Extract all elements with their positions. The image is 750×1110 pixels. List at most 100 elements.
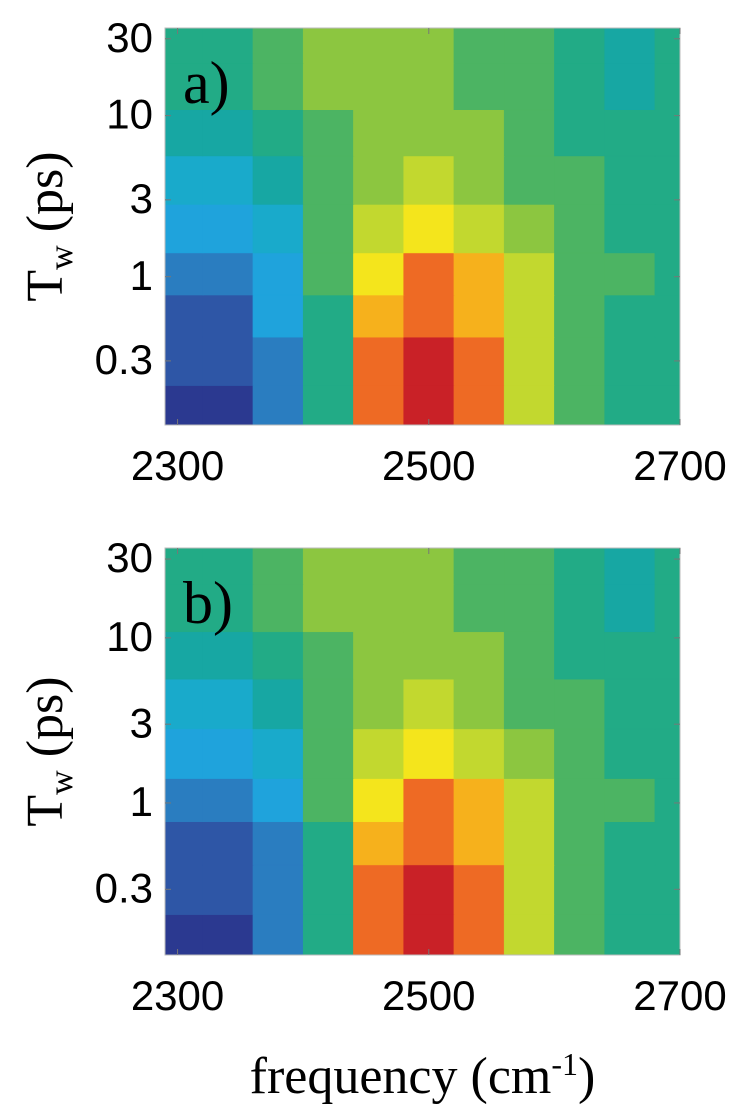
contour-cell [353, 728, 405, 779]
contour-cell [403, 336, 455, 386]
contour-cell [252, 583, 304, 633]
contour-cell [165, 728, 204, 779]
contour-cell [165, 548, 204, 585]
contour-cell [202, 864, 254, 915]
contour-cell [604, 821, 656, 866]
y-label-main: T [17, 795, 74, 827]
contour-cell [353, 336, 405, 386]
y-tick-label: 10 [106, 613, 153, 660]
contour-cell [453, 678, 505, 730]
contour-cell [554, 728, 606, 779]
contour-cell [453, 864, 505, 915]
contour-cell [554, 294, 606, 338]
y-tick-label: 3 [130, 175, 153, 222]
plot-frame [164, 27, 681, 426]
contour-cell [302, 728, 355, 779]
contour-cell [554, 777, 606, 823]
contour-cell [302, 583, 355, 633]
contour-cell [654, 155, 680, 205]
contour-cell [165, 913, 204, 955]
contour-cell [353, 109, 405, 157]
contour-cell [165, 336, 204, 386]
contour-cell [353, 678, 405, 730]
contour-cell [453, 631, 505, 680]
contour-cell [503, 583, 556, 633]
contour-cell [403, 583, 455, 633]
contour-cell [654, 913, 680, 955]
contour-cell [654, 252, 680, 296]
contour-cell [453, 777, 505, 823]
contour-cell [165, 155, 204, 205]
contour-cell [403, 294, 455, 338]
contour-cell [403, 728, 455, 779]
contour-cell [165, 294, 204, 338]
contour-cell [353, 548, 405, 585]
contour-field [165, 28, 680, 425]
contour-cell [403, 109, 455, 157]
contour-cell [554, 384, 606, 425]
contour-cell [604, 336, 656, 386]
contour-cell [353, 864, 405, 915]
contour-cell [252, 631, 304, 680]
contour-cell [604, 777, 656, 823]
contour-cell [302, 913, 355, 955]
contour-cell [503, 294, 556, 338]
contour-cell [554, 548, 606, 585]
contour-cell [252, 678, 304, 730]
contour-cell [403, 631, 455, 680]
contour-cell [503, 252, 556, 296]
contour-cell [302, 821, 355, 866]
contour-cell [202, 728, 254, 779]
contour-cell [503, 384, 556, 425]
y-tick-label: 0.3 [95, 336, 153, 383]
contour-cell [403, 62, 455, 111]
contour-cell [403, 864, 455, 915]
contour-cell [252, 548, 304, 585]
contour-cell [252, 728, 304, 779]
contour-cell [453, 384, 505, 425]
contour-cell [202, 203, 254, 254]
x-label-sup: -1 [551, 1046, 578, 1082]
x-axis-label: frequency (cm-1) [250, 1046, 596, 1105]
contour-cell [252, 155, 304, 205]
contour-cell [554, 109, 606, 157]
contour-cell [554, 62, 606, 111]
contour-cell [453, 294, 505, 338]
contour-cell [554, 821, 606, 866]
contour-cell [202, 678, 254, 730]
y-label-sub: w [43, 245, 80, 270]
contour-cell [403, 821, 455, 866]
contour-cell [654, 62, 680, 111]
contour-cell [302, 62, 355, 111]
contour-cell [252, 252, 304, 296]
contour-cell [403, 913, 455, 955]
plot-frame [164, 547, 681, 956]
x-tick-label: 2700 [633, 442, 726, 489]
contour-cell [503, 913, 556, 955]
contour-cell [554, 252, 606, 296]
y-label-rest: (ps) [17, 676, 74, 770]
contour-cell [353, 203, 405, 254]
contour-cell [554, 28, 606, 64]
contour-cell [604, 548, 656, 585]
contour-cell [165, 28, 204, 64]
contour-cell [654, 203, 680, 254]
y-label-sub: w [43, 770, 80, 795]
contour-cell [202, 384, 254, 425]
contour-cell [302, 864, 355, 915]
contour-cell [302, 336, 355, 386]
contour-cell [503, 109, 556, 157]
x-tick-label: 2300 [131, 442, 224, 489]
contour-cell [302, 548, 355, 585]
contour-cell [202, 294, 254, 338]
contour-cell [604, 583, 656, 633]
contour-cell [302, 631, 355, 680]
contour-cell [604, 913, 656, 955]
contour-cell [353, 384, 405, 425]
contour-cell [453, 62, 505, 111]
contour-cell [302, 203, 355, 254]
contour-cell [353, 252, 405, 296]
contour-cell [453, 548, 505, 585]
contour-cell [252, 336, 304, 386]
y-axis-label: Tw (ps) [17, 151, 80, 301]
